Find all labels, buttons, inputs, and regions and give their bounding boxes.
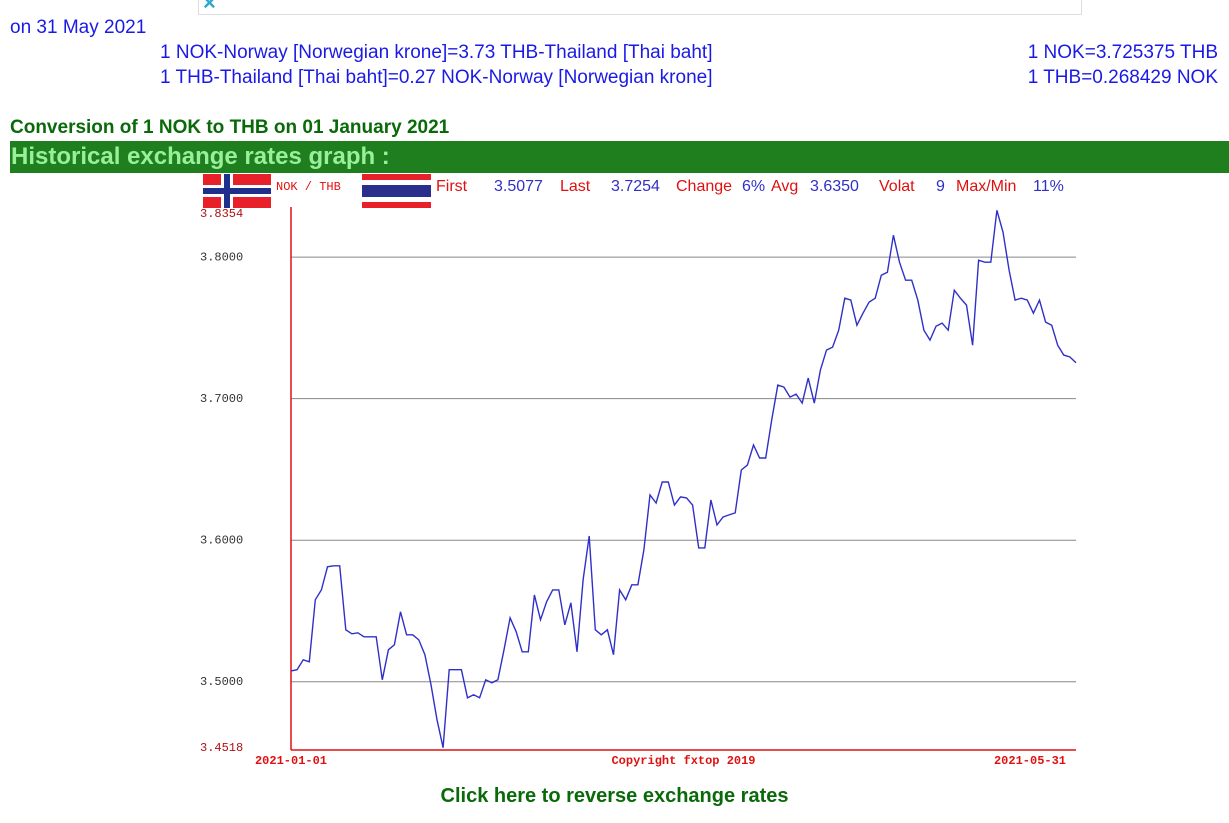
rate-line bbox=[290, 210, 1077, 748]
stat-label: Last bbox=[560, 178, 591, 195]
stat-label: Max/Min bbox=[956, 178, 1016, 195]
stat-label: Avg bbox=[771, 178, 798, 195]
graph-heading-bar: Historical exchange rates graph : bbox=[10, 141, 1229, 173]
stat-label: Change bbox=[676, 178, 732, 195]
stat-label: First bbox=[436, 178, 468, 195]
x-tick-label: 2021-05-31 bbox=[994, 754, 1066, 768]
norway-flag bbox=[203, 174, 271, 208]
rate-exact: 1 NOK=3.725375 THB bbox=[1027, 42, 1218, 63]
search-box bbox=[198, 0, 1082, 15]
y-tick-label: 3.5000 bbox=[200, 675, 243, 689]
reverse-link[interactable]: Click here to reverse exchange rates bbox=[440, 785, 789, 807]
stat-value: 9 bbox=[936, 178, 945, 195]
rate-text: 1 THB-Thailand [Thai baht]=0.27 NOK-Norw… bbox=[160, 67, 713, 88]
x-tick-label: 2021-01-01 bbox=[255, 754, 327, 768]
clear-icon[interactable]: × bbox=[203, 0, 216, 15]
rate-exact: 1 THB=0.268429 NOK bbox=[1027, 67, 1218, 88]
graph-heading: Historical exchange rates graph : bbox=[11, 143, 390, 170]
y-tick-label: 3.8000 bbox=[200, 250, 243, 264]
copyright: Copyright fxtop 2019 bbox=[611, 754, 755, 768]
y-tick-label: 3.4518 bbox=[200, 741, 243, 755]
stat-label: Volat bbox=[879, 178, 915, 195]
y-tick-label: 3.8354 bbox=[200, 207, 243, 221]
stat-value: 6% bbox=[742, 178, 765, 195]
y-tick-label: 3.6000 bbox=[200, 533, 243, 547]
stat-value: 3.6350 bbox=[810, 178, 859, 195]
stat-value: 11% bbox=[1033, 178, 1064, 195]
rate-text: 1 NOK-Norway [Norwegian krone]=3.73 THB-… bbox=[160, 42, 713, 63]
date-line: on 31 May 2021 bbox=[10, 17, 147, 38]
pair-label: NOK / THB bbox=[276, 180, 341, 194]
y-tick-label: 3.7000 bbox=[200, 392, 243, 406]
thailand-flag bbox=[362, 174, 431, 208]
stat-value: 3.5077 bbox=[494, 178, 543, 195]
conversion-title: Conversion of 1 NOK to THB on 01 January… bbox=[10, 117, 450, 138]
stat-value: 3.7254 bbox=[611, 178, 660, 195]
